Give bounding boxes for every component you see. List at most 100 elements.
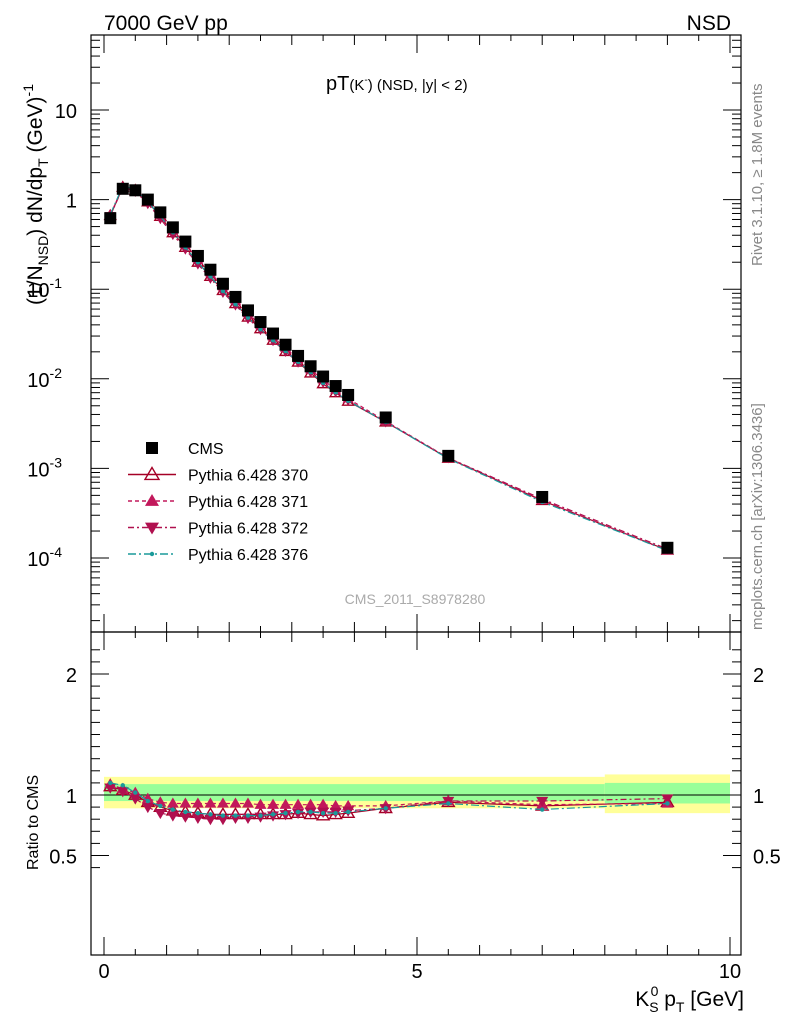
data-point-372 (141, 802, 154, 814)
data-point-371 (317, 798, 330, 809)
data-point-376 (233, 301, 238, 307)
data-point-cms (279, 338, 292, 351)
main-y-axis-label: (1/NNSD) dN/dpT (GeV)-1 (20, 84, 51, 305)
x-tick-label: 10 (719, 961, 741, 983)
data-point-372 (179, 245, 191, 255)
data-point-372 (116, 787, 129, 798)
data-point-372 (145, 522, 159, 535)
data-point-376 (233, 813, 238, 818)
data-point-372 (129, 794, 142, 805)
data-point-cms (141, 193, 154, 206)
data-point-cms (342, 388, 355, 401)
data-point-cms (267, 327, 280, 340)
data-point-372 (104, 783, 117, 794)
data-point-cms (442, 449, 455, 462)
data-point-376 (258, 813, 263, 818)
data-point-371 (267, 798, 280, 809)
ratio-y-tick-label-right: 2 (753, 665, 764, 687)
data-point-376 (295, 809, 301, 815)
data-point-371 (254, 798, 267, 809)
main-y-tick-label: 10 (55, 101, 77, 123)
ratio-y-tick-label: 2 (66, 665, 77, 687)
data-point-cms (216, 277, 229, 290)
ratio-plot-frame (90, 631, 742, 956)
data-point-cms (116, 182, 129, 195)
main-plot-frame (90, 34, 742, 633)
data-point-371 (216, 797, 229, 808)
data-point-372 (204, 274, 216, 284)
data-point-372 (536, 796, 549, 808)
data-point-372 (216, 815, 229, 826)
uncertainty-band-green (604, 782, 730, 804)
ratio-y-tick-label-right: 0.5 (753, 847, 781, 869)
data-point-376 (133, 790, 138, 795)
data-point-372 (166, 811, 179, 822)
data-point-376 (258, 327, 263, 332)
ratio-y-tick-label: 1 (66, 786, 77, 808)
data-point-371 (191, 797, 204, 808)
data-point-376 (220, 813, 226, 818)
data-point-371 (241, 797, 254, 808)
data-point-376 (149, 551, 155, 557)
data-point-376 (283, 810, 288, 816)
data-point-376 (245, 315, 251, 320)
main-y-tick-label: 10-3 (27, 454, 62, 481)
legend-label: CMS (188, 441, 224, 458)
mcplots-label: mcplots.cern.ch [arXiv:1306.3436] (749, 403, 766, 630)
data-point-cms (329, 380, 342, 393)
data-point-371 (229, 797, 242, 808)
main-y-tick-label: 10-2 (27, 365, 62, 392)
data-point-cms (254, 316, 267, 329)
legend-label: Pythia 6.428 376 (188, 547, 308, 564)
data-point-cms (536, 490, 549, 503)
data-point-cms (241, 304, 254, 317)
data-point-371 (179, 797, 192, 808)
data-point-376 (540, 807, 545, 812)
data-layer (103, 180, 675, 826)
data-point-cms (204, 263, 217, 276)
ratio-plot-layer (91, 774, 741, 814)
ratio-y-axis-label: Ratio to CMS (25, 775, 42, 870)
process-label: NSD (687, 12, 731, 35)
data-point-376 (320, 810, 326, 816)
data-point-cms (146, 442, 158, 454)
data-point-371 (166, 797, 179, 808)
data-point-cms (104, 212, 117, 225)
data-point-376 (383, 806, 388, 811)
data-point-370 (315, 808, 331, 821)
data-point-370 (303, 806, 318, 820)
legend-label: Pythia 6.428 370 (188, 468, 308, 485)
axes-layer: 0 5 10 10 1 10-1 10-2 10-3 10-4 0.5 0.5 1 1 2 2 (27, 34, 781, 983)
ratio-series-line (110, 787, 668, 820)
data-point-376 (208, 812, 213, 817)
data-point-372 (179, 812, 192, 823)
data-point-376 (183, 809, 188, 815)
legend-label: Pythia 6.428 371 (188, 494, 308, 511)
ratio-series-line (110, 782, 668, 817)
data-point-372 (229, 813, 242, 824)
x-tick-label: 0 (98, 961, 109, 983)
data-point-376 (170, 807, 176, 812)
data-point-cms (191, 249, 204, 262)
data-point-376 (665, 801, 670, 806)
data-point-cms (129, 184, 142, 197)
energy-label: 7000 GeV pp (104, 12, 228, 35)
rivet-label: Rivet 3.1.10, ≥ 1.8M events (749, 84, 766, 267)
data-point-376 (120, 783, 125, 788)
data-point-371 (145, 494, 159, 506)
data-point-cms (379, 411, 392, 424)
data-point-cms (154, 206, 167, 219)
data-point-372 (154, 808, 167, 820)
main-y-tick-label: 1 (66, 191, 77, 213)
data-point-376 (220, 288, 226, 294)
data-point-cms (229, 290, 242, 303)
data-point-376 (345, 809, 351, 815)
uncertainty-band-green (104, 784, 605, 802)
data-point-372 (192, 260, 204, 270)
legend: CMS Pythia 6.428 370 Pythia 6.428 371 Pythi… (128, 441, 308, 564)
x-axis-label: KS0 pT [GeV] (635, 983, 744, 1015)
data-point-cms (661, 541, 674, 554)
data-point-371 (141, 792, 154, 803)
ratio-y-tick-label: 0.5 (49, 847, 77, 869)
data-point-376 (446, 801, 451, 806)
